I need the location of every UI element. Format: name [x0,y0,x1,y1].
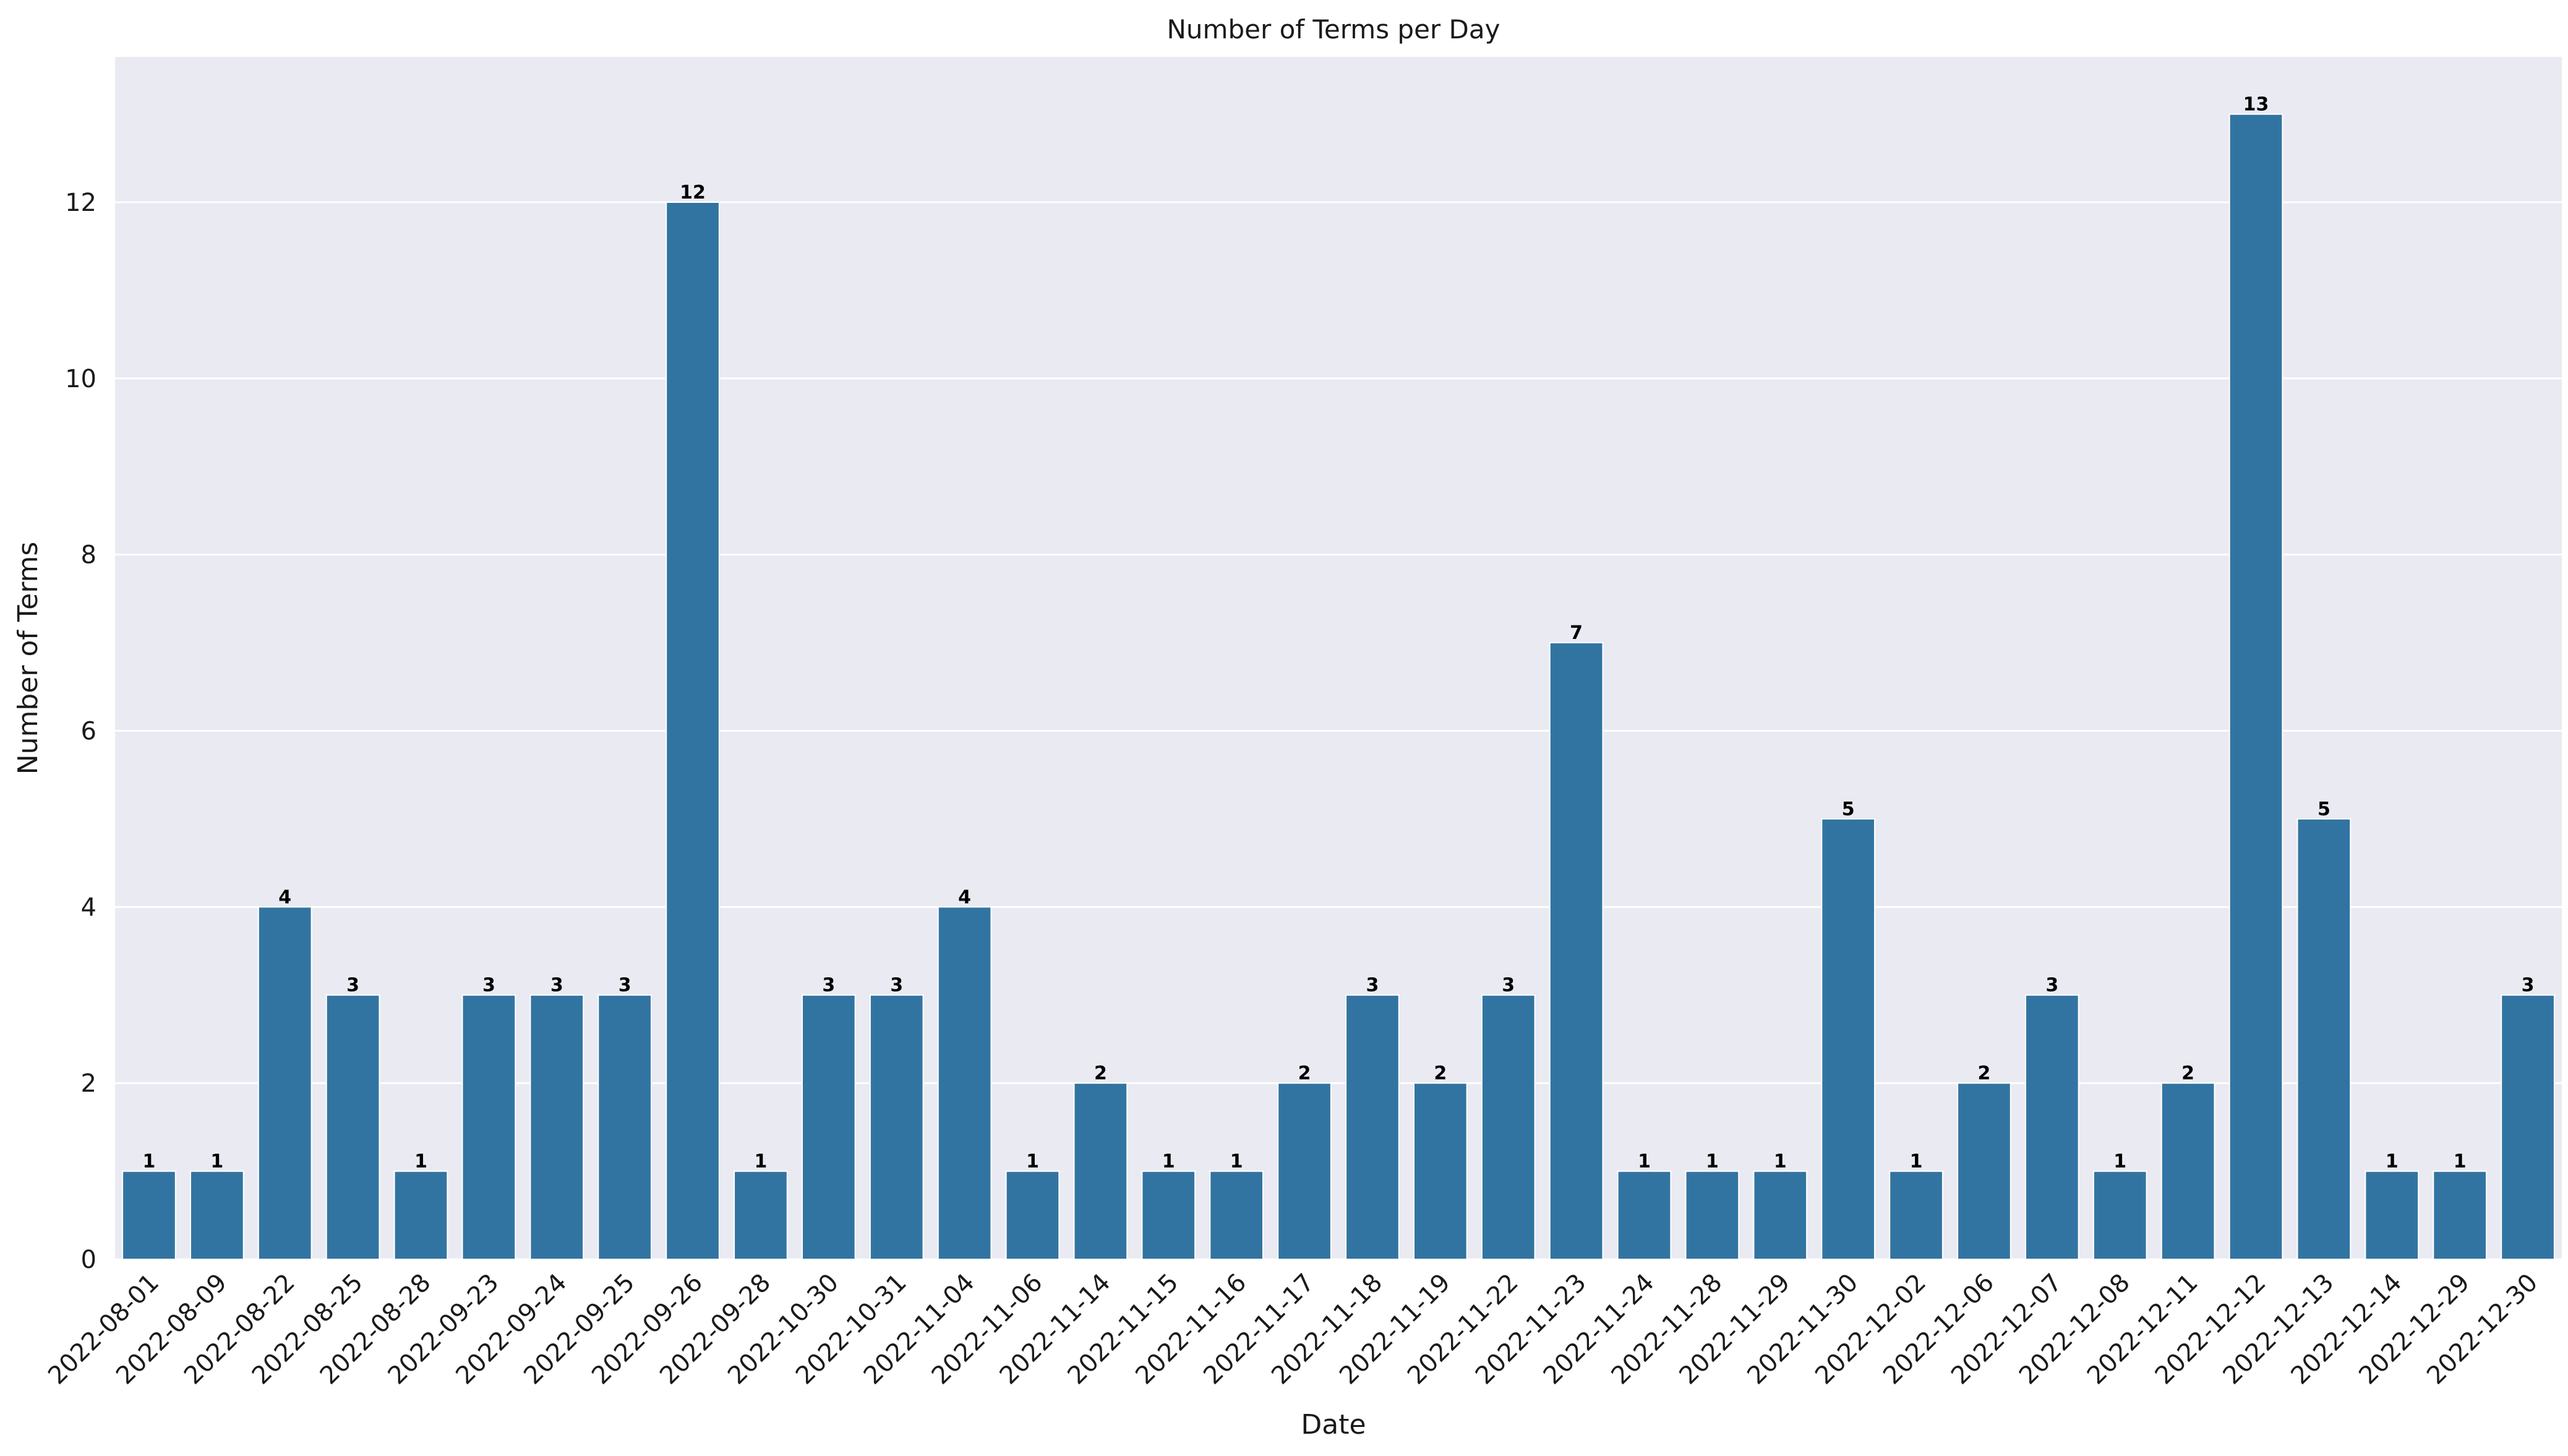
bar-value-label: 2 [1978,1063,1991,1084]
bar [1345,994,1400,1260]
bar-value-label: 3 [482,975,495,996]
bars [122,113,2555,1261]
bar [1753,1170,1808,1260]
bar [1889,1170,1943,1260]
grid-lines [115,201,2562,1261]
y-tick-label: 10 [65,365,96,393]
bar [2296,818,2352,1260]
bar-value-label: 1 [210,1151,223,1173]
y-tick-label: 8 [81,541,96,570]
bar-value-label: 1 [2454,1151,2467,1173]
bar-value-label: 3 [346,975,359,996]
bar-value-label: 5 [2318,799,2330,820]
y-tick-label: 12 [65,189,96,217]
bar [189,1170,244,1260]
x-axis-label: Date [1301,1409,1366,1441]
bar [597,994,653,1260]
bar [529,994,584,1260]
bar-value-label: 3 [618,975,631,996]
bar [461,994,516,1260]
chart-title: Number of Terms per Day [1167,14,1500,45]
bar-value-label: 12 [680,182,706,203]
bar-value-label: 2 [1298,1063,1311,1084]
bar-value-label: 1 [2113,1151,2126,1173]
bar [1481,994,1536,1260]
bar [801,994,856,1260]
bar [1685,1170,1740,1260]
bar-value-label: 1 [1910,1151,1923,1173]
bar-value-label: 2 [1434,1063,1447,1084]
bar [325,994,380,1260]
y-tick-label: 4 [81,893,96,922]
plot-background [115,57,2562,1259]
bar-value-label: 1 [1706,1151,1719,1173]
bar [1209,1170,1264,1260]
bar [2501,994,2555,1260]
bar-value-label: 3 [550,975,563,996]
bar-value-label: 3 [2522,975,2535,996]
bar-value-label: 1 [1638,1151,1651,1173]
bar [1005,1170,1060,1260]
bar-value-label: 1 [1230,1151,1243,1173]
bar-value-label: 1 [1774,1151,1787,1173]
x-axis-ticks: 2022-08-012022-08-092022-08-222022-08-25… [43,1269,2543,1390]
bar [2228,113,2283,1261]
bar-value-label: 1 [755,1151,768,1173]
bar [666,201,720,1260]
bar [1549,642,1604,1260]
bar-value-label: 2 [2181,1063,2194,1084]
bar [393,1170,448,1260]
bar [1277,1082,1332,1260]
bar [122,1170,176,1260]
bar-value-label: 3 [1502,975,1515,996]
bar-value-label: 3 [1366,975,1379,996]
y-axis-ticks: 0 2 4 6 8 10 12 [65,189,96,1274]
y-axis-label: Number of Terms [12,542,44,775]
bar [2024,994,2079,1260]
bar-value-label: 5 [1842,799,1855,820]
y-tick-label: 6 [81,717,96,745]
bar [1413,1082,1468,1260]
y-tick-label: 2 [81,1069,96,1098]
bar-value-label: 1 [414,1151,427,1173]
bar [734,1170,788,1260]
bar [2365,1170,2420,1260]
bar [1141,1170,1196,1260]
bar [1073,1082,1128,1260]
bar [2433,1170,2488,1260]
bar-value-label: 7 [1570,622,1583,644]
bar-value-label: 1 [143,1151,156,1173]
bar-value-label: 1 [1162,1151,1175,1173]
bar-value-label: 3 [2045,975,2058,996]
y-tick-label: 0 [81,1246,96,1274]
bar-value-label: 2 [1094,1063,1107,1084]
bar-value-label: 1 [1026,1151,1039,1173]
bar [937,906,992,1261]
bar [869,994,924,1260]
bar [1617,1170,1672,1260]
bar-value-label: 3 [822,975,835,996]
bar-value-label: 1 [2386,1151,2399,1173]
bar [1957,1082,2011,1260]
bar [1821,818,1876,1260]
bar [257,906,312,1261]
bar-value-label: 13 [2243,94,2269,116]
bar-value-label: 4 [958,886,971,908]
bar [2160,1082,2215,1260]
bar-value-label: 4 [278,886,291,908]
bar [2092,1170,2147,1260]
bar-value-label: 3 [890,975,903,996]
